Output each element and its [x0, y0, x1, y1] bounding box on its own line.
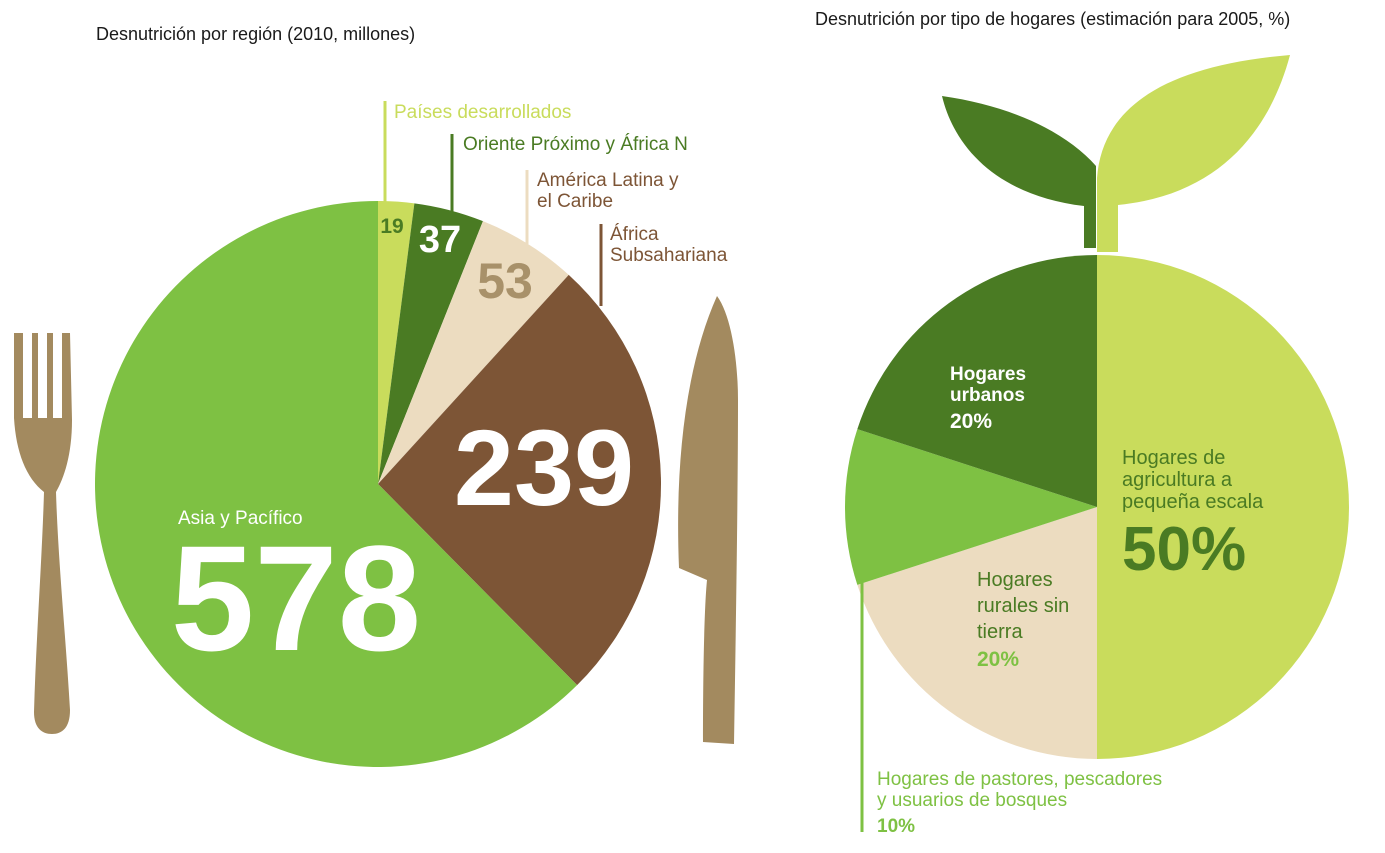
category-label: Asia y Pacífico: [178, 508, 303, 529]
category-label: urbanos: [950, 385, 1025, 406]
region-pie-chart: 19 37 53 239 578 Países desarrollados Oriente …: [95, 101, 728, 767]
fork-icon: [14, 333, 72, 734]
sprout-leaf-icon: [942, 55, 1290, 252]
category-label: Subsahariana: [610, 245, 728, 266]
pie-slice: [378, 274, 661, 686]
data-label: 19: [380, 215, 403, 238]
category-label: Hogares: [950, 364, 1026, 385]
data-label: 578: [171, 514, 421, 682]
data-label: 53: [477, 253, 533, 309]
pie-slice: [95, 201, 578, 767]
category-label: Hogares: [977, 569, 1053, 591]
data-label: 239: [454, 407, 634, 528]
knife-icon: [678, 296, 738, 744]
right-chart-title: Desnutrición por tipo de hogares (estima…: [815, 9, 1290, 29]
pie-slice: [378, 201, 415, 484]
pie-slice: [857, 507, 1097, 759]
category-label: y usuarios de bosques: [877, 790, 1067, 811]
category-label: agricultura a: [1122, 469, 1233, 491]
data-label: 37: [419, 219, 461, 261]
category-label: el Caribe: [537, 191, 613, 212]
pie-slice: [845, 429, 1097, 585]
data-label: 10%: [877, 816, 915, 837]
category-label: América Latina y: [537, 170, 679, 191]
pie-slice: [378, 221, 569, 484]
pie-slice: [1097, 255, 1349, 759]
category-label: Hogares de: [1122, 447, 1225, 469]
left-chart-title: Desnutrición por región (2010, millones): [96, 24, 415, 44]
category-label: Oriente Próximo y África N: [463, 134, 688, 155]
category-label: África: [610, 224, 659, 245]
data-label: 20%: [950, 410, 992, 433]
category-label: Hogares de pastores, pescadores: [877, 769, 1162, 790]
category-label: pequeña escala: [1122, 491, 1264, 513]
data-label: 20%: [977, 648, 1019, 671]
data-label: 50%: [1122, 515, 1246, 584]
category-label: rurales sin: [977, 595, 1069, 617]
category-label: tierra: [977, 621, 1023, 643]
category-label: Países desarrollados: [394, 102, 571, 123]
pie-slice: [857, 255, 1097, 507]
pie-slice: [378, 203, 483, 484]
